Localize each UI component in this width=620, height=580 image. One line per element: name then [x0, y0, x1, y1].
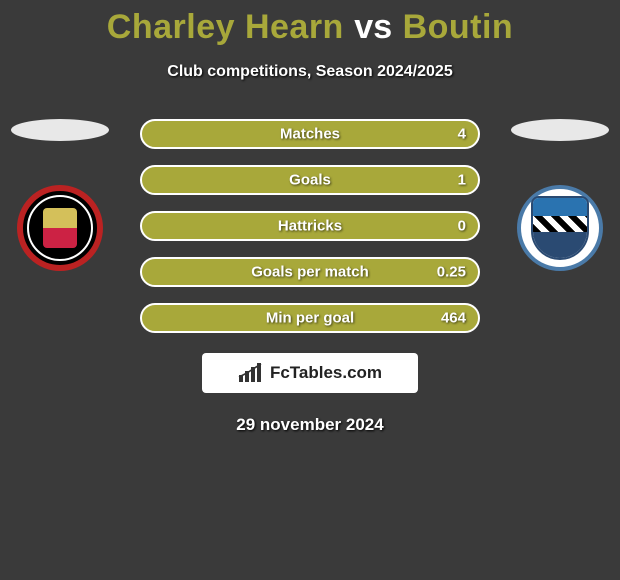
stat-row-goals-per-match: Goals per match 0.25 — [140, 257, 480, 287]
club-badge-right — [517, 185, 603, 271]
vs-text: vs — [354, 8, 392, 46]
stat-value: 0.25 — [437, 264, 466, 281]
stat-row-hattricks: Hattricks 0 — [140, 211, 480, 241]
stat-label: Goals per match — [140, 264, 480, 281]
stat-row-matches: Matches 4 — [140, 119, 480, 149]
stat-label: Goals — [140, 172, 480, 189]
title-row: Charley Hearn vs Boutin — [0, 0, 620, 47]
bar-chart-icon — [238, 363, 264, 383]
player1-name: Charley Hearn — [107, 8, 344, 46]
stat-row-min-per-goal: Min per goal 464 — [140, 303, 480, 333]
source-text: FcTables.com — [270, 363, 382, 383]
stat-row-goals: Goals 1 — [140, 165, 480, 195]
player2-oval-icon — [511, 119, 609, 141]
stat-value: 464 — [441, 310, 466, 327]
comparison-chart: Matches 4 Goals 1 Hattricks 0 Goals per … — [0, 119, 620, 435]
stat-label: Min per goal — [140, 310, 480, 327]
stat-label: Hattricks — [140, 218, 480, 235]
source-badge: FcTables.com — [202, 353, 418, 393]
stat-label: Matches — [140, 126, 480, 143]
player2-name: Boutin — [403, 8, 514, 46]
player1-oval-icon — [11, 119, 109, 141]
stat-value: 0 — [458, 218, 466, 235]
club-badge-left — [17, 185, 103, 271]
stat-value: 1 — [458, 172, 466, 189]
subtitle: Club competitions, Season 2024/2025 — [0, 63, 620, 81]
date-text: 29 november 2024 — [0, 415, 620, 435]
stat-bars: Matches 4 Goals 1 Hattricks 0 Goals per … — [140, 119, 480, 333]
stat-value: 4 — [458, 126, 466, 143]
